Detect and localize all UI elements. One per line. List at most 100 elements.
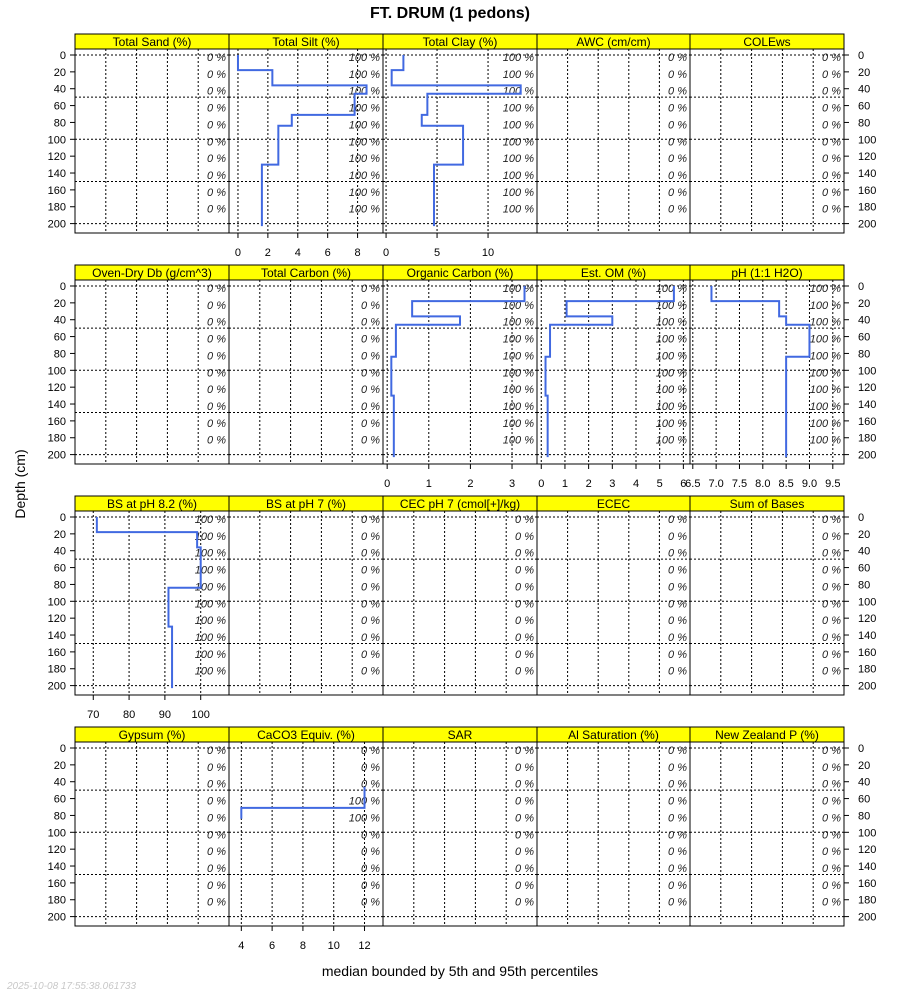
percent-label: 100 % — [810, 435, 841, 447]
percent-label: 100 % — [656, 334, 687, 346]
percent-label: 0 % — [822, 649, 841, 661]
percent-label: 0 % — [207, 334, 226, 346]
y-tick-label: 40 — [858, 315, 870, 327]
percent-label: 0 % — [361, 632, 380, 644]
panel: Est. OM (%) 100 % 100 % 100 % 100 % 100 % 100 … — [536, 264, 691, 490]
percent-label: 100 % — [503, 52, 534, 64]
panel-border — [74, 741, 230, 927]
y-tick-label: 160 — [858, 416, 876, 428]
panel-title: Total Silt (%) — [272, 35, 339, 49]
percent-label: 0 % — [822, 796, 841, 808]
percent-label: 0 % — [822, 103, 841, 115]
x-axis-label: median bounded by 5th and 95th percentil… — [321, 963, 599, 979]
percent-label: 0 % — [515, 615, 534, 627]
percent-label: 0 % — [515, 846, 534, 858]
panel: Total Sand (%) 0 % 0 % 0 % 0 % 0 % 0 % 0 % 0 % 0 … — [48, 33, 230, 234]
percent-label: 100 % — [810, 334, 841, 346]
y-tick-label: 80 — [858, 810, 870, 822]
percent-label: 0 % — [361, 435, 380, 447]
percent-label: 100 % — [810, 401, 841, 413]
percent-label: 100 % — [349, 812, 380, 824]
y-tick-label: 180 — [858, 895, 876, 907]
panel-title: Total Clay (%) — [423, 35, 498, 49]
percent-label: 0 % — [361, 649, 380, 661]
panel-border — [689, 48, 845, 234]
y-tick-label: 80 — [54, 579, 66, 591]
panel: Gypsum (%) 0 % 0 % 0 % 0 % 0 % 0 % 0 % 0 % 0 % 0 %… — [48, 726, 230, 927]
y-tick-label: 120 — [48, 151, 66, 163]
x-tick-label: 3 — [609, 478, 615, 490]
y-tick-label: 40 — [858, 84, 870, 96]
percent-label: 100 % — [503, 384, 534, 396]
percent-label: 0 % — [207, 863, 226, 875]
percent-label: 0 % — [668, 880, 687, 892]
panel: Organic Carbon (%)100 %100 %100 %100 %10… — [382, 264, 538, 490]
percent-label: 100 % — [810, 384, 841, 396]
panel: Al Saturation (%) 0 % 0 % 0 % 0 % 0 % 0 % 0 % 0 … — [536, 726, 691, 927]
percent-label: 100 % — [349, 119, 380, 131]
percent-label: 0 % — [361, 548, 380, 560]
y-tick-label: 180 — [48, 664, 66, 676]
percent-label: 100 % — [503, 119, 534, 131]
percent-label: 0 % — [668, 581, 687, 593]
percent-label: 0 % — [668, 187, 687, 199]
y-tick-label: 120 — [858, 151, 876, 163]
percent-label: 100 % — [503, 300, 534, 312]
percent-label: 0 % — [207, 136, 226, 148]
median-profile-line — [240, 786, 366, 819]
y-tick-label: 80 — [858, 579, 870, 591]
percent-label: 0 % — [822, 779, 841, 791]
y-tick-label: 160 — [48, 416, 66, 428]
percent-label: 100 % — [503, 317, 534, 329]
y-tick-label: 120 — [858, 844, 876, 856]
y-tick-label: 140 — [48, 630, 66, 642]
panel: CaCO3 Equiv. (%)0 %0 %0 %100 %100 %0 %0 … — [228, 726, 384, 952]
y-tick-label: 40 — [54, 777, 66, 789]
x-tick-label: 2 — [586, 478, 592, 490]
percent-label: 100 % — [195, 548, 226, 560]
y-tick-label: 140 — [858, 861, 876, 873]
percent-label: 0 % — [207, 829, 226, 841]
percent-label: 0 % — [668, 204, 687, 216]
percent-label: 100 % — [656, 367, 687, 379]
percent-label: 0 % — [515, 649, 534, 661]
percent-label: 100 % — [195, 615, 226, 627]
percent-label: 100 % — [656, 435, 687, 447]
x-tick-label: 4 — [633, 478, 639, 490]
panel-title: AWC (cm/cm) — [576, 35, 650, 49]
y-tick-label: 180 — [858, 664, 876, 676]
panel-border — [228, 741, 384, 927]
percent-label: 0 % — [515, 632, 534, 644]
percent-label: 0 % — [668, 632, 687, 644]
percent-label: 0 % — [207, 187, 226, 199]
percent-label: 100 % — [195, 581, 226, 593]
x-tick-label: 9.5 — [825, 478, 840, 490]
percent-label: 0 % — [822, 514, 841, 526]
percent-label: 0 % — [361, 418, 380, 430]
y-tick-label: 120 — [858, 613, 876, 625]
y-tick-label: 200 — [48, 219, 66, 231]
percent-label: 0 % — [515, 745, 534, 757]
percent-label: 0 % — [515, 514, 534, 526]
percent-label: 0 % — [361, 384, 380, 396]
percent-label: 0 % — [822, 615, 841, 627]
percent-label: 0 % — [207, 796, 226, 808]
percent-label: 0 % — [361, 401, 380, 413]
y-tick-label: 200 — [858, 681, 876, 693]
panel: Total Carbon (%) 0 % 0 % 0 % 0 % 0 % 0 % 0 % 0 %… — [228, 264, 384, 465]
x-tick-label: 6.5 — [685, 478, 700, 490]
percent-label: 0 % — [822, 531, 841, 543]
panel-title: pH (1:1 H2O) — [731, 266, 802, 280]
y-tick-label: 180 — [48, 895, 66, 907]
y-tick-label: 80 — [858, 348, 870, 360]
y-tick-label: 0 — [858, 281, 864, 293]
percent-label: 0 % — [668, 531, 687, 543]
percent-label: 0 % — [361, 317, 380, 329]
percent-label: 0 % — [515, 863, 534, 875]
percent-label: 0 % — [668, 548, 687, 560]
y-tick-label: 40 — [54, 315, 66, 327]
percent-label: 100 % — [195, 565, 226, 577]
percent-label: 0 % — [822, 846, 841, 858]
y-tick-label: 40 — [54, 84, 66, 96]
percent-label: 0 % — [207, 384, 226, 396]
